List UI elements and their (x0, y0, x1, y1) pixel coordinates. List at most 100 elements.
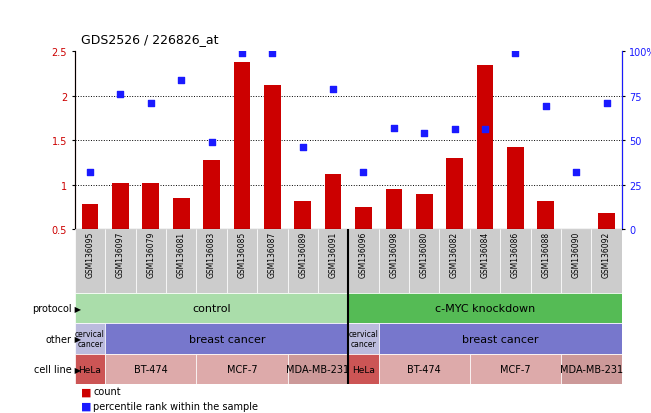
Bar (112, 183, 129, 230)
Text: MDA-MB-231: MDA-MB-231 (286, 364, 350, 374)
Point (206, 139, 217, 146)
Bar (75, 323, 105, 354)
Bar (537, 201, 554, 230)
Text: breast cancer: breast cancer (189, 334, 265, 344)
Bar (318, 230, 348, 294)
Bar (561, 230, 591, 294)
Text: GDS2526 / 226826_at: GDS2526 / 226826_at (81, 33, 219, 46)
Bar (288, 230, 318, 294)
Text: GSM136088: GSM136088 (541, 232, 550, 278)
Point (176, 77, 186, 84)
Text: ▶: ▶ (72, 304, 81, 313)
Bar (439, 230, 470, 294)
Bar (197, 354, 288, 384)
Text: GSM136095: GSM136095 (85, 232, 94, 278)
Text: HeLa: HeLa (79, 365, 102, 374)
Bar (257, 230, 288, 294)
Text: GSM136092: GSM136092 (602, 232, 611, 278)
Text: ■: ■ (81, 401, 92, 411)
Text: c-MYC knockdown: c-MYC knockdown (435, 304, 535, 313)
Text: GSM136089: GSM136089 (298, 232, 307, 278)
Point (480, 127, 490, 133)
Bar (409, 230, 439, 294)
Bar (143, 183, 159, 230)
Bar (135, 230, 166, 294)
Bar (507, 148, 523, 230)
Bar (598, 214, 615, 230)
Text: count: count (93, 387, 120, 396)
Text: MCF-7: MCF-7 (227, 364, 257, 374)
Text: GSM136083: GSM136083 (207, 232, 216, 278)
Point (571, 169, 581, 176)
Bar (416, 194, 432, 230)
Bar (197, 230, 227, 294)
Bar (470, 230, 500, 294)
Bar (166, 230, 197, 294)
Bar (355, 207, 372, 230)
Text: HeLa: HeLa (352, 365, 375, 374)
Point (115, 91, 126, 98)
Text: MDA-MB-231: MDA-MB-231 (560, 364, 623, 374)
Text: GSM136079: GSM136079 (146, 232, 156, 278)
Bar (294, 201, 311, 230)
Point (449, 127, 460, 133)
Text: GSM136082: GSM136082 (450, 232, 459, 278)
Bar (234, 63, 250, 230)
Text: GSM136087: GSM136087 (268, 232, 277, 278)
Bar (591, 230, 622, 294)
Bar (379, 354, 470, 384)
Text: GSM136080: GSM136080 (420, 232, 429, 278)
Bar (379, 230, 409, 294)
Point (146, 100, 156, 107)
Point (510, 50, 521, 57)
Bar (105, 323, 348, 354)
Bar (446, 159, 463, 230)
Bar (105, 354, 197, 384)
Point (540, 104, 551, 110)
Point (389, 125, 399, 132)
Text: GSM136096: GSM136096 (359, 232, 368, 278)
Point (85, 169, 95, 176)
Bar (325, 175, 341, 230)
Bar (288, 354, 348, 384)
Text: GSM136085: GSM136085 (238, 232, 247, 278)
Text: ■: ■ (81, 387, 92, 396)
Point (419, 131, 430, 137)
Text: breast cancer: breast cancer (462, 334, 538, 344)
Text: GSM136086: GSM136086 (511, 232, 520, 278)
Bar (561, 354, 622, 384)
Text: ▶: ▶ (72, 335, 81, 343)
Text: cell line: cell line (34, 364, 72, 374)
Bar (348, 323, 379, 354)
Bar (500, 230, 531, 294)
Text: GSM136098: GSM136098 (389, 232, 398, 278)
Bar (385, 190, 402, 230)
Bar (203, 160, 220, 230)
Text: GSM136084: GSM136084 (480, 232, 490, 278)
Text: control: control (192, 304, 231, 313)
Bar (105, 230, 135, 294)
Text: BT-474: BT-474 (134, 364, 168, 374)
Text: GSM136091: GSM136091 (329, 232, 338, 278)
Point (298, 145, 308, 151)
Text: MCF-7: MCF-7 (500, 364, 531, 374)
Bar (348, 294, 622, 323)
Bar (531, 230, 561, 294)
Text: GSM136081: GSM136081 (176, 232, 186, 278)
Bar (82, 205, 98, 230)
Point (358, 169, 368, 176)
Bar (173, 199, 189, 230)
Text: percentile rank within the sample: percentile rank within the sample (93, 401, 258, 411)
Text: cervical
cancer: cervical cancer (348, 329, 378, 349)
Point (267, 50, 277, 57)
Bar (379, 323, 622, 354)
Text: GSM136090: GSM136090 (572, 232, 581, 278)
Point (328, 86, 339, 93)
Text: other: other (46, 334, 72, 344)
Bar (227, 230, 257, 294)
Bar (75, 230, 105, 294)
Text: ▶: ▶ (72, 365, 81, 374)
Point (602, 100, 612, 107)
Bar (75, 294, 348, 323)
Text: GSM136097: GSM136097 (116, 232, 125, 278)
